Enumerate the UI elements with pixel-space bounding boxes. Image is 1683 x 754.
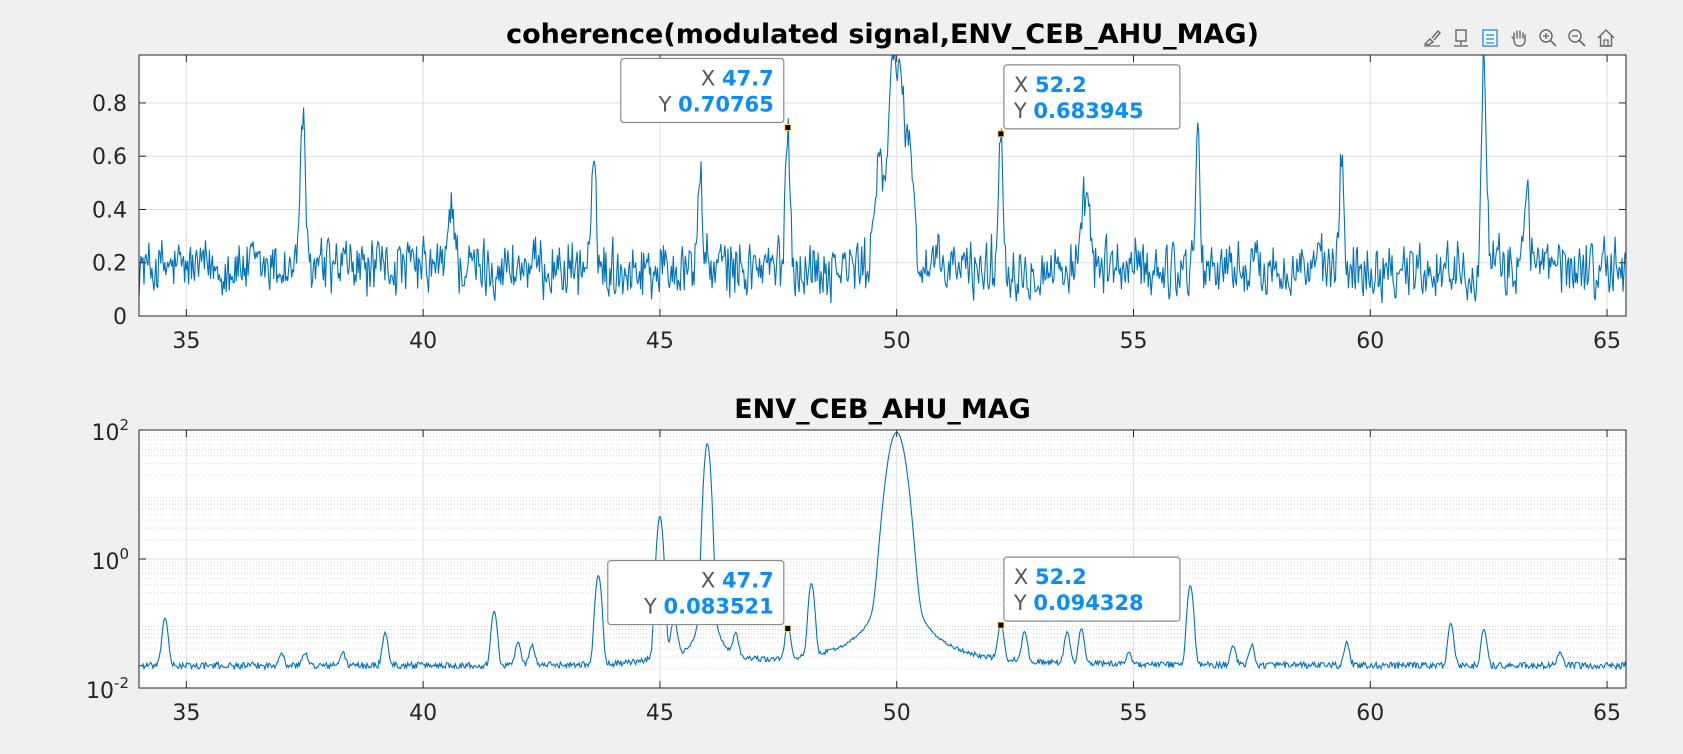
datatip: X 52.2Y 0.094328 (997, 556, 1181, 629)
y-tick-label: 10-2 (86, 674, 129, 704)
x-tick-label: 45 (646, 701, 674, 726)
datatip-marker (997, 621, 1005, 629)
datatip-icon[interactable] (1447, 24, 1475, 52)
x-tick-label: 45 (646, 329, 674, 354)
y-tick-label: 102 (91, 416, 129, 446)
datatip-x: X 52.2 (1014, 565, 1087, 589)
x-tick-label: 55 (1119, 329, 1147, 354)
axes-title: coherence(modulated signal,ENV_CEB_AHU_M… (506, 19, 1259, 50)
datatip-box (607, 559, 785, 626)
x-tick-label: 65 (1593, 701, 1621, 726)
axes-box (138, 54, 1627, 317)
datatip-box (1003, 556, 1181, 622)
x-tick-label: 50 (883, 329, 911, 354)
datatip-y: Y 0.083521 (643, 595, 774, 619)
pan-hand-icon[interactable] (1505, 24, 1533, 52)
datatip-y: Y 0.683945 (1013, 99, 1144, 123)
datatip-box (620, 57, 785, 124)
datatip: X 47.7Y 0.70765 (620, 57, 792, 132)
datatip-x: X 47.7 (701, 569, 774, 593)
datatip: X 47.7Y 0.083521 (607, 559, 792, 633)
y-tick-label: 100 (91, 545, 129, 575)
datatip-y: Y 0.70765 (658, 93, 774, 117)
x-tick-label: 65 (1593, 329, 1621, 354)
datatip-marker (997, 130, 1005, 138)
x-tick-label: 60 (1356, 701, 1384, 726)
x-tick-label: 60 (1356, 329, 1384, 354)
x-tick-label: 40 (409, 329, 437, 354)
datatip-x: X 52.2 (1014, 73, 1087, 97)
datatip-y: Y 0.094328 (1013, 591, 1144, 615)
y-tick-label: 0.4 (92, 198, 127, 223)
x-tick-label: 35 (172, 701, 200, 726)
axes-2: 35 40 45 50 55 60 65 10-2 100 102 ENV_CEB_AHU_MAG X… (86, 394, 1627, 726)
datatip-box (1003, 64, 1181, 130)
axes-toolbar (1418, 24, 1620, 52)
series-line (139, 431, 1626, 671)
x-tick-label: 55 (1119, 701, 1147, 726)
datatip: X 52.2Y 0.683945 (997, 64, 1181, 138)
datatip-marker (784, 625, 792, 633)
y-tick-label: 0.6 (92, 145, 127, 170)
y-tick-label: 0 (113, 305, 127, 330)
x-tick-label: 40 (409, 701, 437, 726)
axes-title: ENV_CEB_AHU_MAG (734, 394, 1031, 425)
zoom-out-icon[interactable] (1563, 24, 1591, 52)
legend-icon[interactable] (1476, 24, 1504, 52)
y-tick-label: 0.8 (92, 92, 127, 117)
home-icon[interactable] (1592, 24, 1620, 52)
zoom-in-icon[interactable] (1534, 24, 1562, 52)
x-tick-label: 35 (172, 329, 200, 354)
y-tick-label: 0.2 (92, 252, 127, 277)
brush-icon[interactable] (1418, 24, 1446, 52)
datatip-marker (784, 124, 792, 132)
x-tick-label: 50 (883, 701, 911, 726)
axes-1: 35 40 45 50 55 60 65 0 0.2 0.4 0.6 0.8 coherence(mod… (92, 19, 1627, 354)
series-line (139, 55, 1626, 304)
datatip-x: X 47.7 (701, 67, 774, 91)
